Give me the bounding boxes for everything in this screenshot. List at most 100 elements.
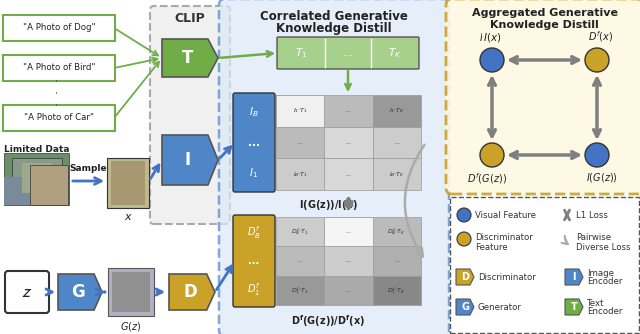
Text: L1 Loss: L1 Loss [576, 210, 608, 219]
Bar [324, 217, 372, 246]
Bar [276, 95, 324, 127]
Text: ...: ... [248, 256, 260, 266]
Bar [4, 153, 69, 205]
Text: T: T [182, 49, 194, 67]
Bar [324, 127, 372, 158]
Bar [372, 246, 421, 276]
FancyBboxPatch shape [277, 37, 419, 69]
Bar [276, 158, 324, 190]
Text: ...: ... [346, 172, 351, 177]
Text: $G(z)$: $G(z)$ [120, 320, 141, 333]
Bar [30, 165, 68, 205]
Circle shape [457, 208, 471, 222]
Text: D: D [184, 283, 197, 301]
Text: Encoder: Encoder [587, 308, 622, 317]
Text: $I(x)$: $I(x)$ [479, 31, 497, 44]
Polygon shape [162, 135, 218, 185]
Bar [372, 276, 421, 305]
Text: Discriminator: Discriminator [475, 232, 532, 241]
Text: $I_B$: $I_B$ [249, 105, 259, 119]
Text: $I_1{\cdot}T_1$: $I_1{\cdot}T_1$ [292, 107, 308, 115]
Text: Knowledge Distill: Knowledge Distill [276, 22, 392, 35]
Text: $\mathbf{I(}$$\mathbf{x)}$: $\mathbf{I(}$$\mathbf{x)}$ [482, 30, 502, 44]
Circle shape [480, 48, 504, 72]
Text: $D^f_B{\cdot}T_K$: $D^f_B{\cdot}T_K$ [387, 226, 406, 237]
Text: Feature: Feature [475, 242, 508, 252]
Text: $D^f_1$: $D^f_1$ [247, 281, 260, 298]
Bar [372, 127, 421, 158]
FancyBboxPatch shape [3, 15, 115, 41]
Text: I: I [572, 272, 576, 282]
Text: D: D [461, 272, 469, 282]
Text: $\mathcal{z}$: $\mathcal{z}$ [21, 283, 33, 301]
Text: $D^f(x)$: $D^f(x)$ [588, 29, 614, 44]
Text: $\mathbf{D^f(G(z))/D^f(x)}$: $\mathbf{D^f(G(z))/D^f(x)}$ [291, 313, 365, 329]
Text: ...: ... [346, 259, 351, 264]
Bar [324, 95, 372, 127]
Text: $D^f_B$: $D^f_B$ [247, 224, 261, 241]
Text: Visual Feature: Visual Feature [475, 210, 536, 219]
FancyArrowPatch shape [405, 145, 424, 257]
FancyBboxPatch shape [5, 271, 49, 313]
Text: ...: ... [297, 140, 303, 145]
Text: ...: ... [248, 138, 260, 148]
Text: $D^f_1{\cdot}T_K$: $D^f_1{\cdot}T_K$ [387, 285, 406, 296]
Text: Knowledge Distill: Knowledge Distill [490, 20, 599, 30]
Polygon shape [565, 299, 583, 315]
Text: ·  ·  ·: · · · [52, 78, 65, 106]
Text: $I_1$: $I_1$ [250, 166, 259, 180]
Bar [112, 272, 150, 312]
Bar [372, 158, 421, 190]
FancyBboxPatch shape [233, 93, 275, 192]
Bar [22, 163, 52, 193]
Text: $I(G(z))$: $I(G(z))$ [586, 171, 618, 184]
Text: $I_B{\cdot}T_1$: $I_B{\cdot}T_1$ [292, 170, 308, 179]
Polygon shape [58, 274, 102, 310]
Text: $T_K$: $T_K$ [388, 46, 401, 60]
Text: ...: ... [346, 229, 351, 234]
Text: ...: ... [346, 140, 351, 145]
Text: ...: ... [342, 48, 353, 58]
Text: ...: ... [346, 108, 351, 113]
Polygon shape [456, 269, 474, 285]
Text: Aggregated Generative: Aggregated Generative [472, 8, 618, 18]
Bar [372, 217, 421, 246]
Text: $T_1$: $T_1$ [295, 46, 307, 60]
Text: Sample: Sample [69, 164, 107, 173]
Text: Image: Image [587, 269, 614, 278]
Circle shape [585, 48, 609, 72]
Polygon shape [162, 39, 218, 77]
Bar [324, 217, 372, 246]
Text: Discriminator: Discriminator [478, 273, 536, 282]
Text: ...: ... [346, 288, 351, 293]
Text: ...: ... [394, 259, 400, 264]
Bar [324, 246, 372, 276]
Bar [276, 246, 324, 276]
Polygon shape [169, 274, 215, 310]
Text: G: G [72, 283, 85, 301]
Text: CLIP: CLIP [175, 12, 205, 25]
Circle shape [585, 143, 609, 167]
Text: Limited Data: Limited Data [4, 145, 70, 154]
Circle shape [457, 232, 471, 246]
Text: ...: ... [394, 140, 400, 145]
Bar [372, 95, 421, 127]
Bar [276, 217, 324, 246]
Bar [276, 127, 324, 158]
Text: "A Photo of Dog": "A Photo of Dog" [22, 23, 95, 32]
Text: Encoder: Encoder [587, 278, 622, 287]
Text: Diverse Loss: Diverse Loss [576, 242, 630, 252]
Text: $x$: $x$ [124, 212, 132, 222]
Bar [108, 268, 154, 316]
Text: $I_1{\cdot}T_K$: $I_1{\cdot}T_K$ [389, 107, 404, 115]
Text: T: T [571, 302, 577, 312]
Bar [111, 161, 145, 205]
Text: I: I [185, 151, 191, 169]
FancyBboxPatch shape [219, 0, 449, 334]
FancyBboxPatch shape [233, 215, 275, 307]
FancyBboxPatch shape [450, 197, 639, 333]
Bar [276, 276, 324, 305]
Text: $D^f_B{\cdot}T_1$: $D^f_B{\cdot}T_1$ [291, 226, 309, 237]
FancyBboxPatch shape [150, 6, 230, 224]
Bar [4, 177, 36, 205]
